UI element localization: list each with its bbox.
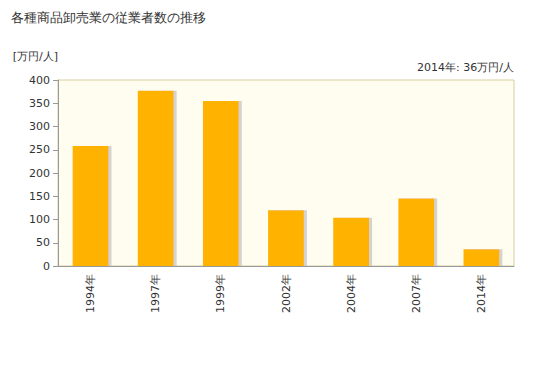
svg-text:50: 50: [36, 236, 50, 249]
svg-text:2014年: 36万円/人: 2014年: 36万円/人: [417, 61, 514, 74]
svg-text:1997年: 1997年: [149, 274, 162, 313]
svg-text:350: 350: [29, 97, 50, 110]
svg-text:200: 200: [29, 167, 50, 180]
svg-text:2004年: 2004年: [345, 274, 358, 313]
svg-text:250: 250: [29, 143, 50, 156]
svg-text:各種商品卸売業の従業者数の推移: 各種商品卸売業の従業者数の推移: [11, 10, 206, 25]
svg-text:100: 100: [29, 213, 50, 226]
svg-text:1999年: 1999年: [214, 274, 227, 313]
svg-text:300: 300: [29, 120, 50, 133]
svg-text:400: 400: [29, 74, 50, 87]
svg-text:2014年: 2014年: [475, 274, 488, 313]
svg-text:0: 0: [43, 260, 50, 273]
svg-text:2007年: 2007年: [410, 274, 423, 313]
svg-text:150: 150: [29, 190, 50, 203]
svg-text:[万円/人]: [万円/人]: [13, 50, 58, 63]
svg-text:1994年: 1994年: [84, 274, 97, 313]
svg-text:2002年: 2002年: [280, 274, 293, 313]
